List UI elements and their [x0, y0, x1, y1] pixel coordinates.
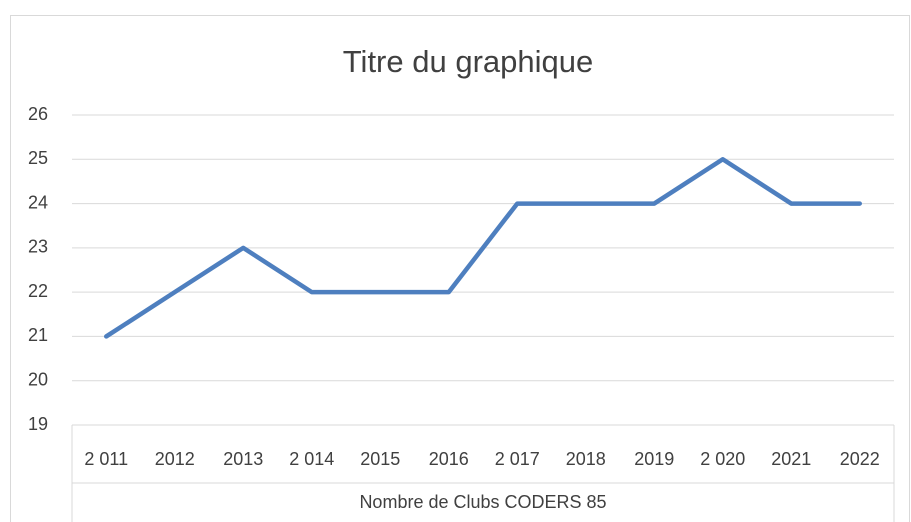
y-tick-label: 20 — [28, 369, 48, 389]
x-tick-label: 2022 — [840, 449, 880, 469]
x-tick-label: 2013 — [223, 449, 263, 469]
x-tick-label: 2 014 — [289, 449, 334, 469]
x-tick-label: 2019 — [634, 449, 674, 469]
x-tick-label: 2 011 — [84, 449, 128, 469]
x-tick-label: 2021 — [771, 449, 811, 469]
x-tick-label: 2018 — [566, 449, 606, 469]
y-tick-label: 19 — [28, 414, 48, 434]
x-tick-label: 2 020 — [700, 449, 745, 469]
x-tick-label: 2016 — [429, 449, 469, 469]
line-series — [104, 157, 862, 339]
chart-border — [10, 15, 910, 522]
x-tick-label: 2015 — [360, 449, 400, 469]
y-tick-label: 21 — [28, 325, 48, 345]
x-tick-label: 2 017 — [495, 449, 540, 469]
y-tick-label: 23 — [28, 237, 48, 257]
chart-title: Titre du graphique — [343, 44, 593, 79]
x-axis-label: Nombre de Clubs CODERS 85 — [359, 492, 606, 512]
x-tick-label: 2012 — [155, 449, 195, 469]
y-tick-label: 24 — [28, 192, 48, 212]
y-tick-label: 22 — [28, 281, 48, 301]
y-tick-label: 25 — [28, 148, 48, 168]
y-tick-label: 26 — [28, 104, 48, 124]
